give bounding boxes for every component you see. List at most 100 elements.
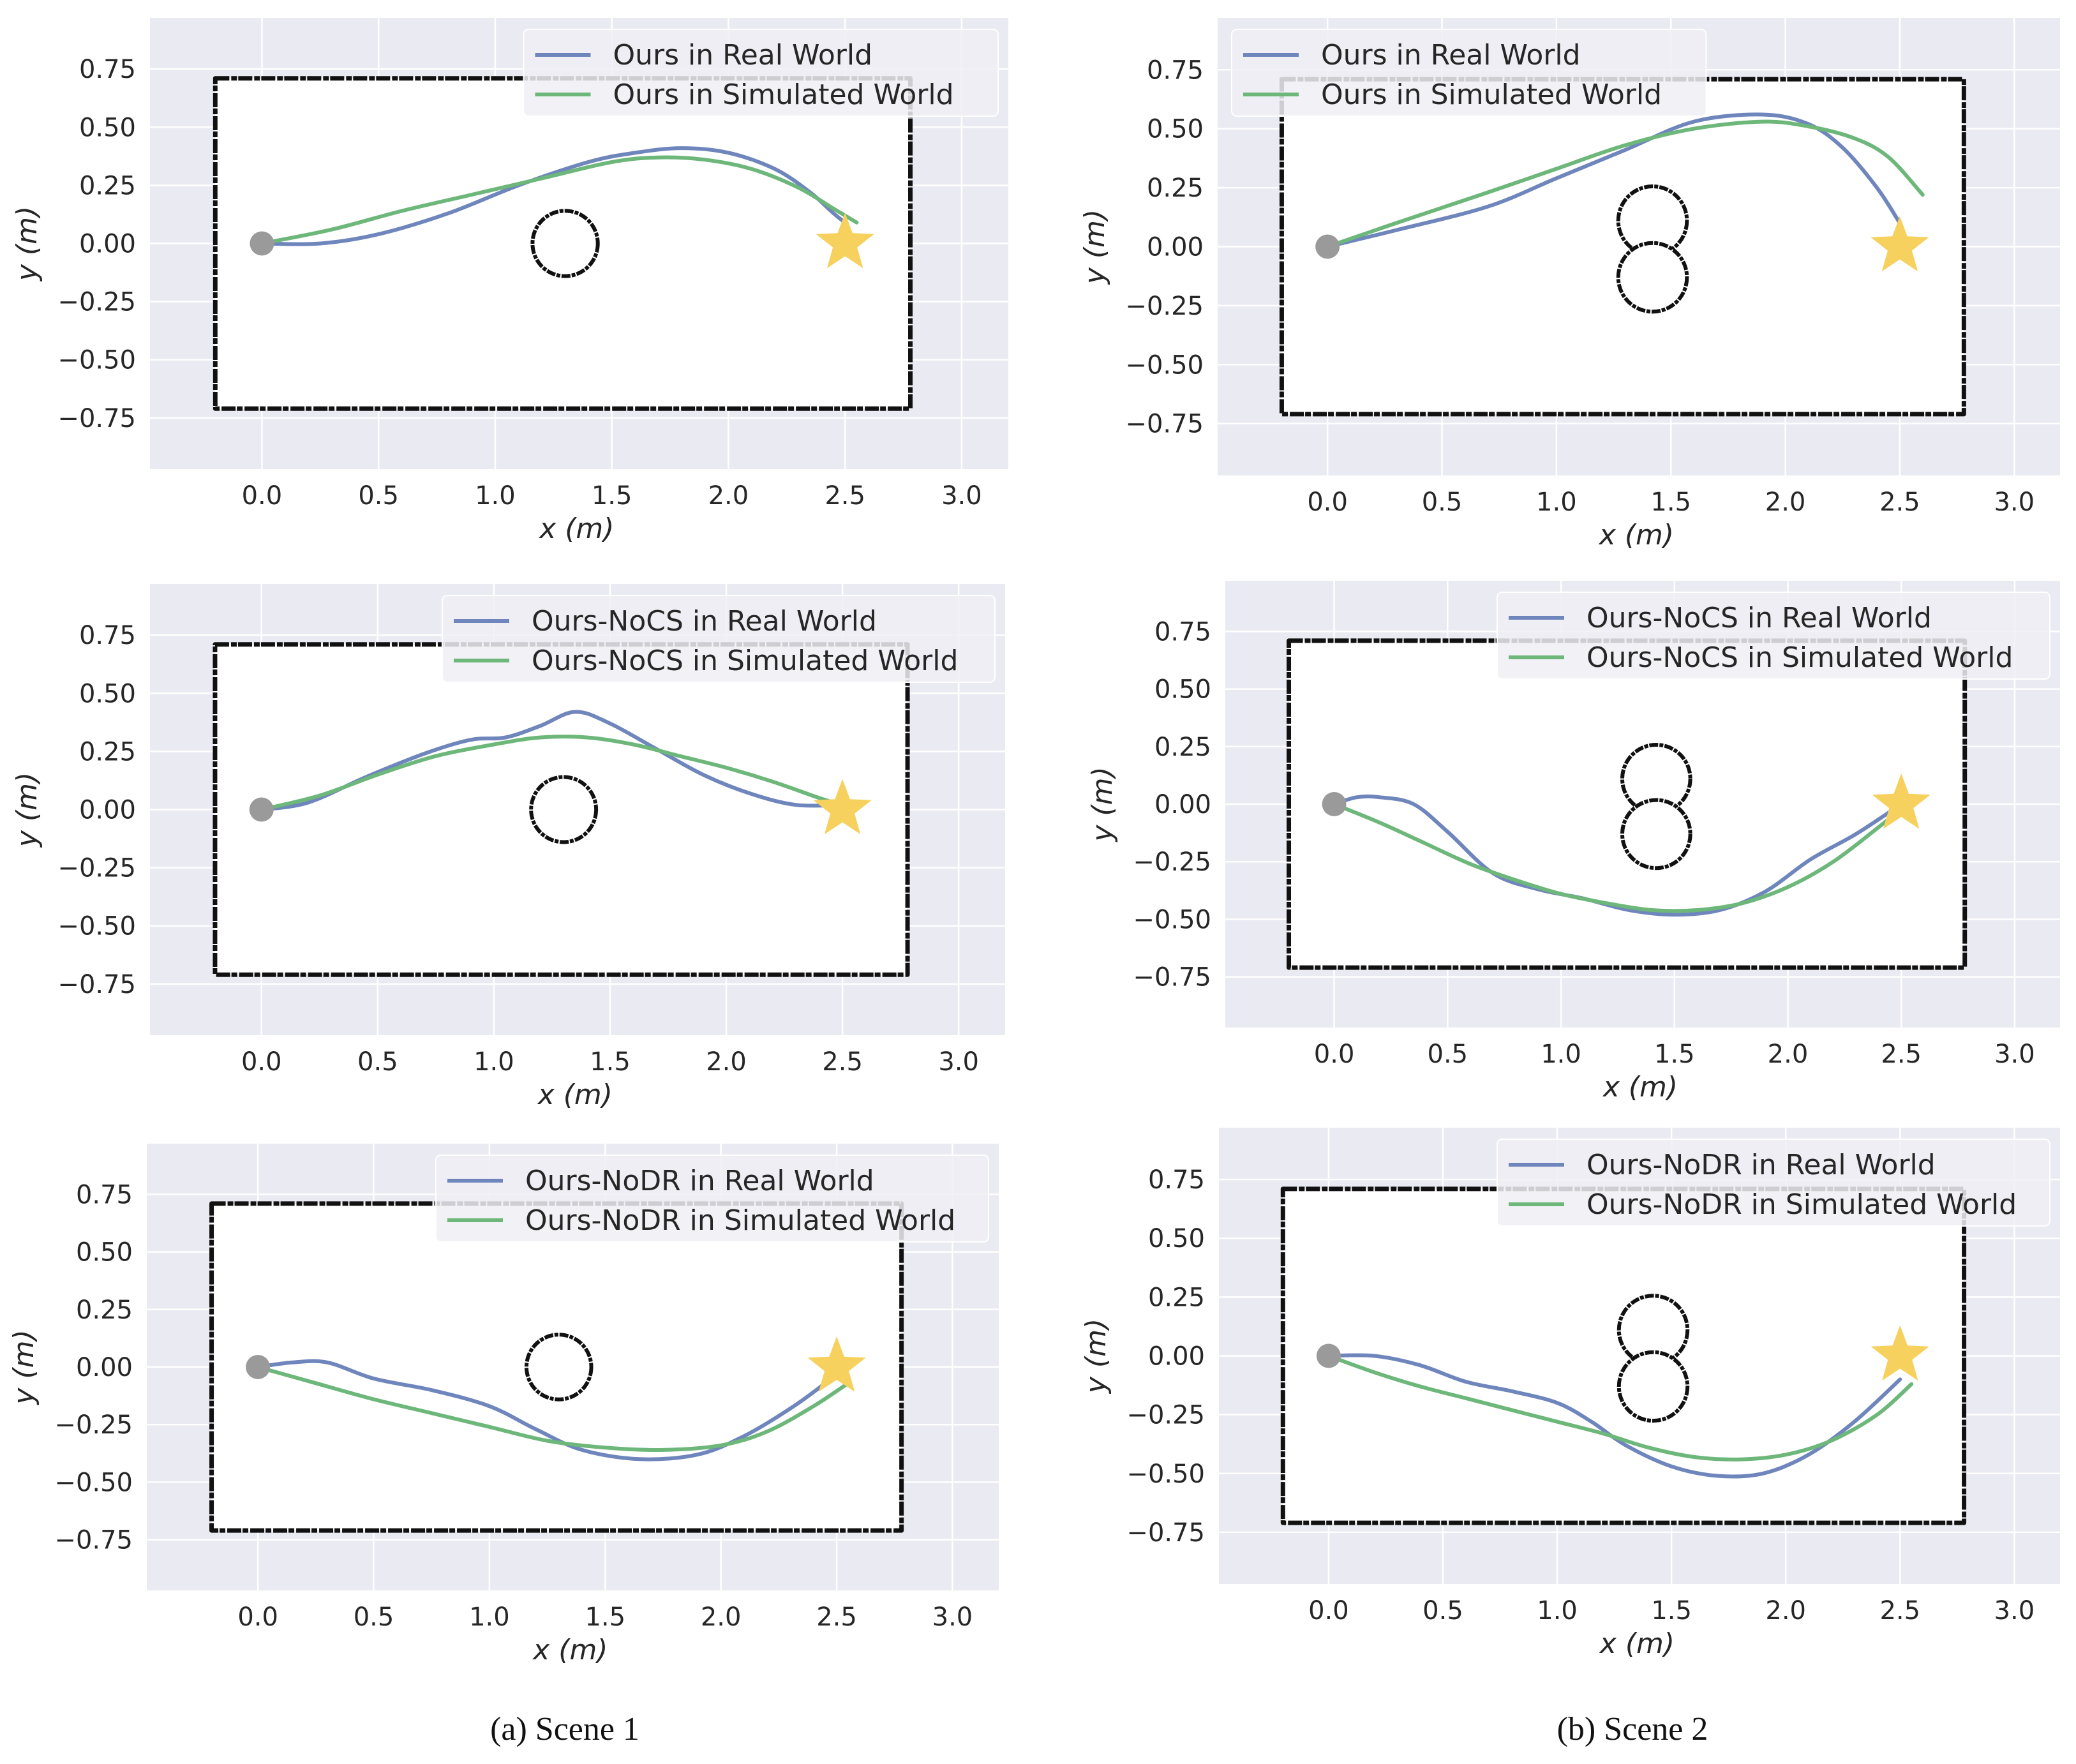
y-tick-label: 0.25 bbox=[1147, 174, 1204, 203]
goal-star-icon bbox=[813, 779, 872, 835]
x-tick-label: 2.5 bbox=[1879, 488, 1920, 517]
start-marker bbox=[249, 797, 274, 822]
x-axis-label: x (m) bbox=[1598, 519, 1674, 551]
x-tick-label: 2.5 bbox=[1881, 1040, 1922, 1069]
x-tick-label: 0.5 bbox=[358, 481, 399, 511]
legend-entry: Ours in Real World bbox=[1321, 39, 1581, 71]
y-tick-label: 0.00 bbox=[1154, 790, 1211, 819]
arena-walls bbox=[1287, 638, 1968, 970]
y-tick-label: 0.50 bbox=[1154, 675, 1211, 705]
x-tick-label: 2.0 bbox=[1765, 488, 1806, 517]
x-tick-label: 1.0 bbox=[1541, 1040, 1581, 1069]
y-tick-label: −0.25 bbox=[1126, 1401, 1205, 1430]
y-tick-label: 0.00 bbox=[79, 796, 136, 825]
real-world-trajectory bbox=[1326, 112, 1902, 249]
y-tick-label: 0.50 bbox=[1147, 115, 1204, 144]
start-marker bbox=[1322, 792, 1347, 816]
y-tick-label: −0.25 bbox=[1125, 292, 1204, 321]
legend-box bbox=[1231, 29, 1707, 117]
y-tick-label: −0.75 bbox=[57, 404, 136, 433]
y-tick-label: −0.50 bbox=[1126, 1460, 1205, 1489]
simulated-world-trajectory bbox=[1326, 119, 1925, 249]
x-axis-label: x (m) bbox=[538, 512, 614, 545]
chart-panel-6: 0.0 0.5 1.0 1.5 2.0 2.5 3.0 0.75 0.50 0.25 0.00 −0.… bbox=[1080, 1128, 2060, 1660]
x-tick-label: 2.0 bbox=[1768, 1040, 1809, 1069]
legend-entry: Ours in Real World bbox=[613, 39, 873, 71]
x-tick-label: 3.0 bbox=[1994, 1596, 2035, 1626]
obstacle-bottom-circle bbox=[1617, 1350, 1690, 1423]
y-tick-label: −0.75 bbox=[1125, 410, 1204, 439]
start-marker bbox=[250, 231, 274, 256]
legend-box bbox=[442, 595, 996, 683]
legend-box bbox=[523, 29, 999, 117]
y-tick-label: −0.50 bbox=[57, 912, 136, 941]
y-tick-label: −0.25 bbox=[1133, 848, 1211, 877]
y-tick-label: 0.75 bbox=[79, 621, 136, 650]
start-marker bbox=[1316, 1343, 1341, 1368]
x-tick-label: 0.5 bbox=[1422, 488, 1463, 517]
x-tick-label: 1.0 bbox=[1537, 1596, 1578, 1626]
legend-box bbox=[1497, 1139, 2050, 1227]
y-tick-label: 0.00 bbox=[1147, 233, 1204, 262]
y-tick-label: 0.00 bbox=[76, 1353, 133, 1382]
y-tick-label: 0.75 bbox=[1148, 1165, 1205, 1195]
legend-entry: Ours-NoDR in Simulated World bbox=[525, 1204, 955, 1237]
legend-entry: Ours-NoDR in Real World bbox=[525, 1165, 874, 1197]
x-tick-label: 2.0 bbox=[708, 481, 749, 511]
y-tick-label: −0.75 bbox=[1126, 1518, 1205, 1548]
x-tick-label: 2.0 bbox=[701, 1603, 742, 1632]
start-marker bbox=[1315, 234, 1340, 259]
legend-entry: Ours in Simulated World bbox=[613, 78, 954, 111]
x-tick-label: 1.0 bbox=[475, 481, 516, 511]
chart-panel-5: 0.0 0.5 1.0 1.5 2.0 2.5 3.0 0.75 0.50 0.25 0.00 −0.… bbox=[8, 1144, 999, 1666]
legend-entry: Ours in Simulated World bbox=[1321, 78, 1662, 111]
chart-panel-1: 0.0 0.5 1.0 1.5 2.0 2.5 3.0 0.75 0.50 0.25 0.00 −0.… bbox=[11, 18, 1008, 545]
x-tick-label: 0.0 bbox=[1314, 1040, 1355, 1069]
y-tick-label: 0.75 bbox=[79, 55, 136, 84]
y-axis-label: y (m) bbox=[8, 1329, 40, 1405]
y-axis-label: y (m) bbox=[1079, 209, 1111, 285]
x-tick-label: 3.0 bbox=[941, 481, 982, 511]
legend-entry: Ours-NoCS in Simulated World bbox=[1587, 641, 2013, 674]
y-tick-label: 0.50 bbox=[79, 113, 136, 142]
x-tick-label: 1.0 bbox=[474, 1047, 514, 1077]
y-tick-label: −0.50 bbox=[1133, 905, 1211, 934]
y-tick-label: −0.75 bbox=[1133, 963, 1211, 992]
x-tick-label: 1.5 bbox=[1654, 1040, 1695, 1069]
x-axis-label: x (m) bbox=[532, 1634, 608, 1666]
arena-walls bbox=[1280, 1186, 1967, 1525]
x-tick-label: 0.0 bbox=[1308, 1596, 1349, 1626]
y-axis-label: y (m) bbox=[11, 772, 43, 848]
y-tick-label: 0.50 bbox=[76, 1238, 133, 1267]
x-tick-label: 1.5 bbox=[585, 1603, 625, 1632]
circular-obstacle bbox=[530, 209, 600, 278]
x-tick-label: 2.5 bbox=[816, 1603, 857, 1632]
x-tick-label: 0.0 bbox=[237, 1603, 278, 1632]
y-axis-label: y (m) bbox=[1086, 766, 1119, 842]
simulated-world-trajectory bbox=[259, 735, 845, 812]
start-marker bbox=[246, 1355, 271, 1379]
real-world-trajectory bbox=[260, 146, 848, 246]
goal-star-icon bbox=[816, 213, 874, 269]
x-tick-label: 2.5 bbox=[825, 481, 865, 511]
caption-scene-2: (b) Scene 2 bbox=[1557, 1711, 1708, 1747]
x-tick-label: 2.5 bbox=[822, 1047, 863, 1077]
x-tick-label: 0.5 bbox=[1428, 1040, 1468, 1069]
y-tick-label: −0.25 bbox=[57, 854, 136, 883]
y-tick-label: 0.25 bbox=[79, 171, 136, 200]
legend-box bbox=[1497, 592, 2050, 680]
obstacle-bottom-circle bbox=[1616, 241, 1689, 314]
x-tick-label: 3.0 bbox=[1994, 488, 2035, 517]
goal-star-icon bbox=[1871, 216, 1929, 272]
arena-walls bbox=[1279, 77, 1966, 417]
legend-entry: Ours-NoDR in Simulated World bbox=[1587, 1188, 2017, 1221]
x-tick-label: 2.0 bbox=[1765, 1596, 1806, 1626]
x-tick-label: 3.0 bbox=[1994, 1040, 2035, 1069]
legend-entry: Ours-NoCS in Simulated World bbox=[532, 645, 958, 677]
x-tick-label: 1.0 bbox=[469, 1603, 510, 1632]
y-tick-label: −0.50 bbox=[57, 346, 136, 375]
x-tick-label: 1.5 bbox=[1651, 1596, 1692, 1626]
y-axis-label: y (m) bbox=[1080, 1319, 1112, 1394]
y-tick-label: 0.50 bbox=[79, 679, 136, 708]
